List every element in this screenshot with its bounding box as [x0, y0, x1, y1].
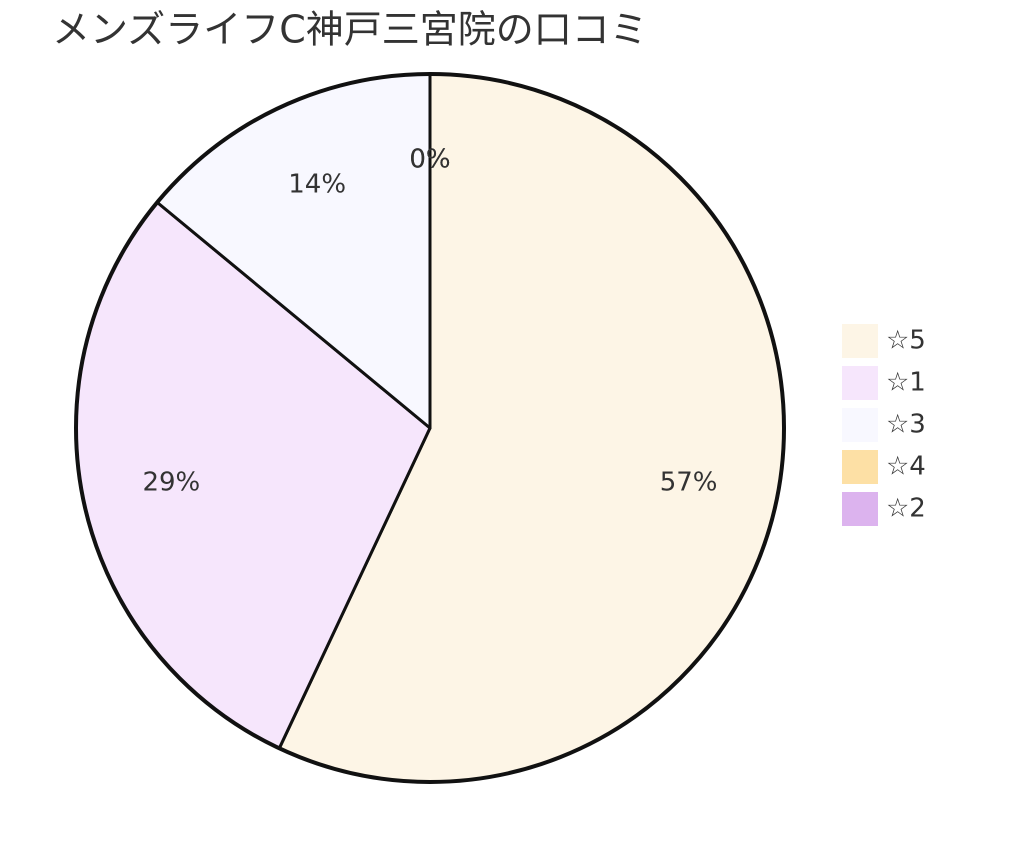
legend-swatch — [842, 450, 878, 484]
chart-title: メンズライフC神戸三宮院の口コミ — [52, 8, 648, 52]
legend-label: ☆3 — [886, 410, 926, 440]
legend-swatch — [842, 492, 878, 526]
legend-label: ☆1 — [886, 368, 926, 398]
slice-label: 57% — [660, 467, 718, 497]
legend-label: ☆5 — [886, 326, 926, 356]
legend-label: ☆4 — [886, 452, 926, 482]
slice-label: 0% — [409, 145, 450, 175]
legend-swatch — [842, 324, 878, 358]
pie-outline — [74, 72, 786, 784]
slice-label: 29% — [142, 467, 200, 497]
legend-label: ☆2 — [886, 494, 926, 524]
legend-swatch — [842, 366, 878, 400]
slice-label: 14% — [288, 170, 346, 200]
legend-swatch — [842, 408, 878, 442]
slice-label: 0% — [409, 145, 450, 175]
